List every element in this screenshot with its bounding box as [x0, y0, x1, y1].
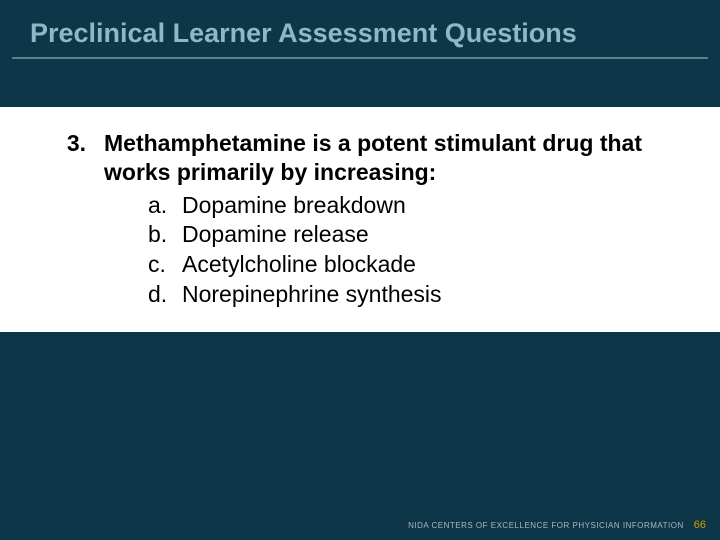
choice-letter: d.: [148, 280, 182, 310]
choice-text: Acetylcholine blockade: [182, 250, 416, 280]
choice-letter: b.: [148, 220, 182, 250]
choice-c: c. Acetylcholine blockade: [148, 250, 680, 280]
question-stem: Methamphetamine is a potent stimulant dr…: [104, 129, 680, 187]
footer: NIDA CENTERS OF EXCELLENCE FOR PHYSICIAN…: [0, 510, 720, 540]
choices-list: a. Dopamine breakdown b. Dopamine releas…: [40, 191, 680, 311]
question-number: 3.: [40, 129, 104, 158]
choice-b: b. Dopamine release: [148, 220, 680, 250]
page-number: 66: [694, 519, 706, 531]
choice-a: a. Dopamine breakdown: [148, 191, 680, 221]
slide-title: Preclinical Learner Assessment Questions: [12, 0, 708, 59]
question-panel: 3. Methamphetamine is a potent stimulant…: [0, 107, 720, 332]
choice-text: Norepinephrine synthesis: [182, 280, 442, 310]
question-stem-row: 3. Methamphetamine is a potent stimulant…: [40, 129, 680, 187]
choice-letter: a.: [148, 191, 182, 221]
footer-org: NIDA CENTERS OF EXCELLENCE FOR PHYSICIAN…: [408, 521, 684, 530]
choice-d: d. Norepinephrine synthesis: [148, 280, 680, 310]
choice-letter: c.: [148, 250, 182, 280]
choice-text: Dopamine release: [182, 220, 369, 250]
choice-text: Dopamine breakdown: [182, 191, 406, 221]
